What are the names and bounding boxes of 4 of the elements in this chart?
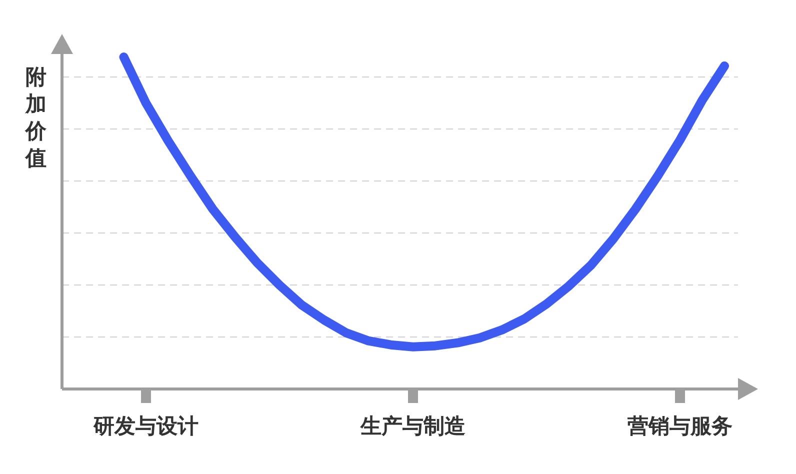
x-tick-label: 生产与制造 [360, 414, 466, 438]
x-tick-label: 营销与服务 [626, 414, 732, 438]
y-axis-title: 附加价值 [24, 65, 48, 170]
x-tick-label: 研发与设计 [92, 414, 198, 438]
